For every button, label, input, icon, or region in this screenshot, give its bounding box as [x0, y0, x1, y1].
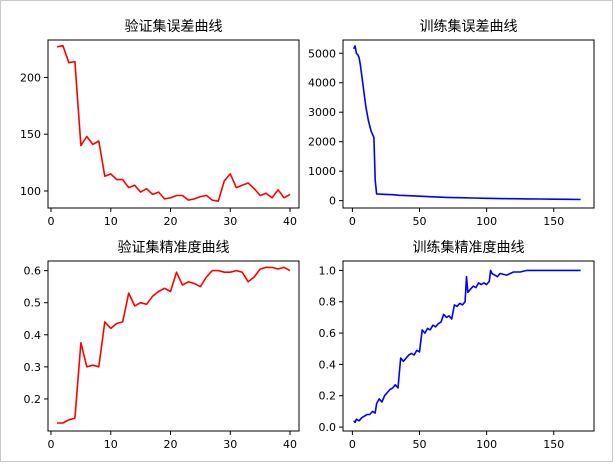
chart-panel-2: 训练集误差曲线 0 50 100 150 0 1000 2000 3000 4000 5000 — [308, 18, 595, 228]
y-tick-label: 0 — [329, 195, 336, 208]
chart-title: 验证集误差曲线 — [125, 18, 223, 35]
x-tick-label: 20 — [164, 438, 178, 451]
y-tick-label: 5000 — [308, 47, 336, 60]
x-tick-label: 0 — [47, 215, 54, 228]
chart-title: 训练集精准度曲线 — [413, 239, 525, 256]
y-tick-label: 3000 — [308, 106, 336, 119]
x-tick-label: 150 — [543, 215, 564, 228]
x-tick-label: 40 — [283, 215, 297, 228]
y-tick-label: 100 — [20, 185, 41, 198]
series-line — [353, 269, 581, 424]
x-tick-label: 10 — [104, 438, 118, 451]
x-tick-label: 100 — [476, 438, 497, 451]
chart-title: 训练集误差曲线 — [420, 18, 518, 35]
y-tick-label: 0.2 — [319, 390, 337, 403]
x-tick-label: 20 — [164, 215, 178, 228]
plot-frame — [47, 39, 300, 209]
y-tick-label: 1000 — [308, 165, 336, 178]
chart-panel-4: 训练集精准度曲线 0 50 100 150 0.0 0.2 0.4 0.6 0.8 1.0 — [319, 239, 595, 451]
x-tick-label: 40 — [283, 438, 297, 451]
x-tick-label: 0 — [47, 438, 54, 451]
plot-frame — [342, 260, 595, 432]
series-line — [352, 45, 581, 201]
x-tick-label: 50 — [413, 438, 427, 451]
y-tick-label: 0.8 — [319, 296, 337, 309]
y-tick-label: 0.6 — [24, 265, 42, 278]
y-tick-label: 0.4 — [319, 358, 337, 371]
x-tick-label: 10 — [104, 215, 118, 228]
x-tick-label: 30 — [223, 438, 237, 451]
y-tick-label: 0.0 — [319, 421, 337, 434]
chart-panel-1: 验证集误差曲线 0 10 20 30 40 100 150 200 — [20, 18, 300, 228]
x-tick-label: 50 — [413, 215, 427, 228]
series-line — [57, 266, 291, 424]
x-tick-label: 0 — [349, 215, 356, 228]
plot-frame — [47, 260, 300, 432]
chart-panel-3: 验证集精准度曲线 0 10 20 30 40 0.2 0.3 0.4 0.5 0.6 — [24, 239, 300, 451]
x-tick-label: 150 — [543, 438, 564, 451]
plot-frame — [342, 39, 595, 209]
y-tick-label: 0.3 — [24, 361, 42, 374]
x-tick-label: 30 — [223, 215, 237, 228]
y-tick-label: 2000 — [308, 136, 336, 149]
y-tick-label: 1.0 — [319, 264, 337, 277]
y-tick-label: 0.5 — [24, 297, 42, 310]
x-tick-label: 100 — [476, 215, 497, 228]
series-line — [56, 44, 291, 202]
y-tick-label: 0.6 — [319, 327, 337, 340]
chart-title: 验证集精准度曲线 — [118, 239, 230, 256]
y-tick-label: 0.2 — [24, 393, 42, 406]
y-tick-label: 200 — [20, 71, 41, 84]
y-tick-label: 150 — [20, 128, 41, 141]
x-tick-label: 0 — [349, 438, 356, 451]
y-tick-label: 0.4 — [24, 329, 42, 342]
y-tick-label: 4000 — [308, 77, 336, 90]
